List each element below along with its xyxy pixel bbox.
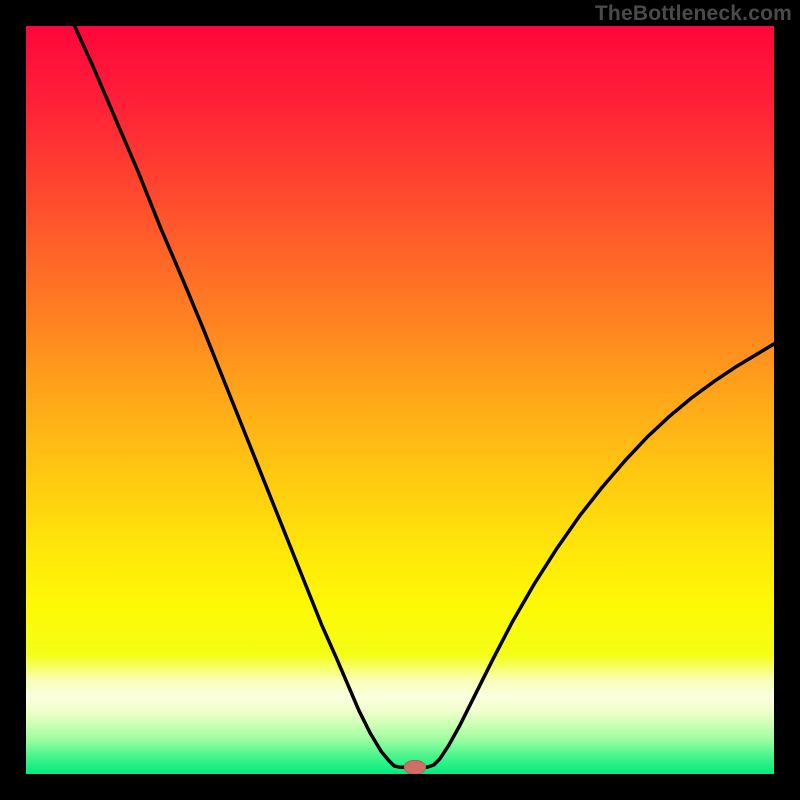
plot-area — [26, 26, 774, 774]
minimum-marker — [404, 760, 426, 774]
chart-svg — [26, 26, 774, 774]
watermark-text: TheBottleneck.com — [595, 2, 792, 26]
chart-root: TheBottleneck.com — [0, 0, 800, 800]
gradient-background — [26, 26, 774, 774]
